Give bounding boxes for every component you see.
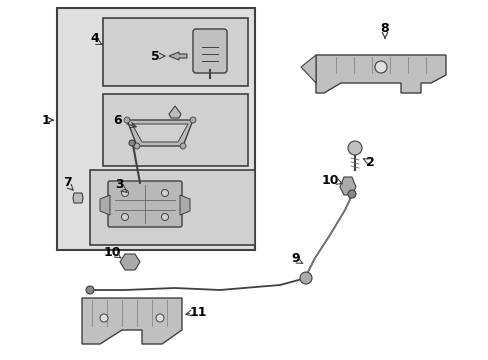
Polygon shape [169,106,181,118]
Polygon shape [315,55,445,93]
Bar [103,94,247,166]
Circle shape [134,143,140,149]
Circle shape [161,213,168,220]
Polygon shape [169,52,186,60]
Text: 5: 5 [150,49,159,63]
FancyBboxPatch shape [193,29,226,73]
Bar [90,170,254,245]
Circle shape [129,140,135,146]
Circle shape [374,61,386,73]
Polygon shape [120,254,140,270]
Circle shape [121,213,128,220]
Circle shape [161,189,168,197]
Circle shape [347,190,355,198]
Circle shape [156,314,163,322]
Text: 7: 7 [63,175,72,189]
Text: 3: 3 [116,179,124,192]
Text: 4: 4 [90,31,99,45]
Circle shape [347,141,361,155]
Polygon shape [100,195,110,215]
Text: 9: 9 [291,252,300,265]
Polygon shape [73,193,83,203]
Text: 11: 11 [189,306,206,319]
Polygon shape [180,195,190,215]
Bar [57,8,254,250]
Circle shape [100,314,108,322]
Circle shape [124,117,130,123]
Circle shape [121,189,128,197]
Text: 10: 10 [321,174,338,186]
Circle shape [299,272,311,284]
Text: 8: 8 [380,22,388,35]
FancyBboxPatch shape [108,181,182,227]
Polygon shape [127,120,193,146]
Circle shape [190,117,196,123]
Polygon shape [301,55,315,83]
Text: 2: 2 [365,157,374,170]
Circle shape [86,286,94,294]
Polygon shape [82,298,182,344]
Circle shape [180,143,185,149]
Polygon shape [339,177,355,195]
Bar [103,18,247,86]
Text: 10: 10 [103,246,121,258]
Text: 6: 6 [113,113,122,126]
Text: 1: 1 [41,113,50,126]
Polygon shape [132,124,187,142]
